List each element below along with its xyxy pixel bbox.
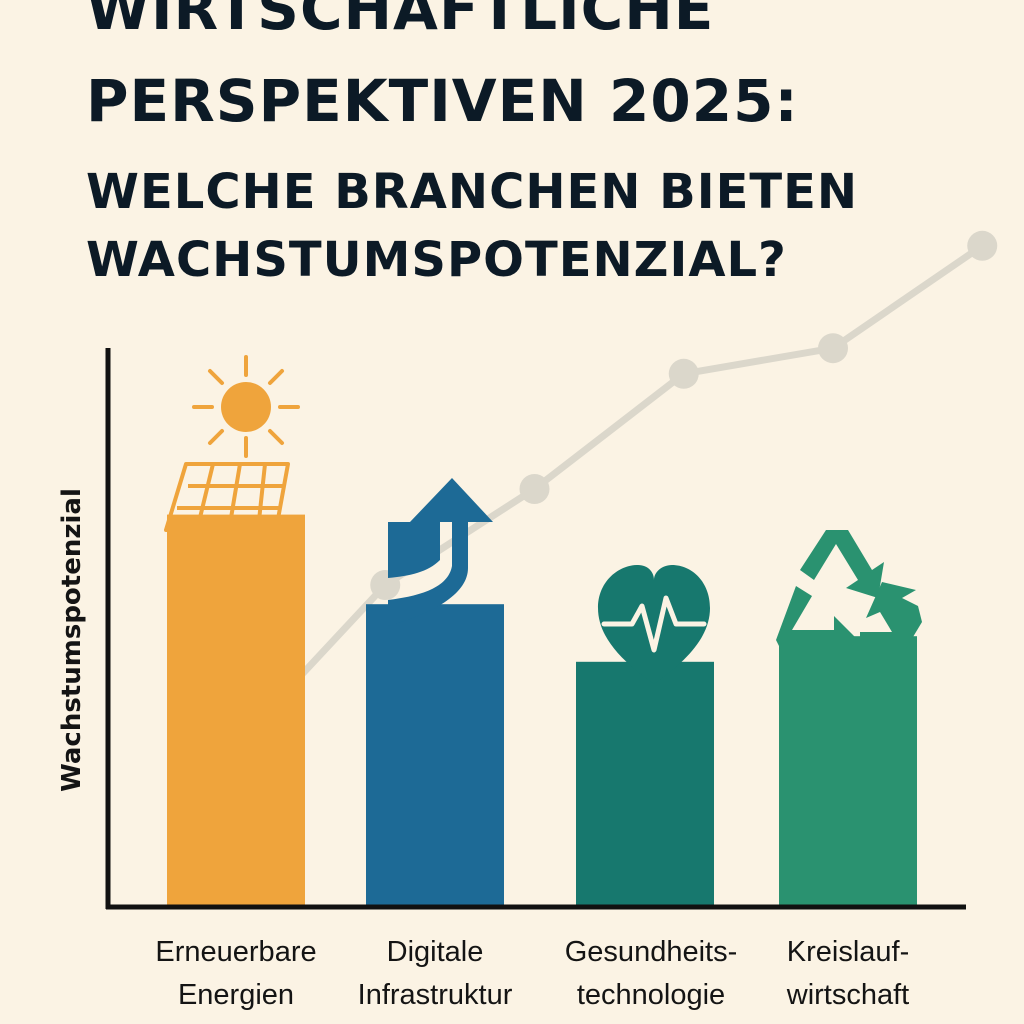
bar-gesundheitstechnologie xyxy=(576,661,714,905)
trend-point xyxy=(967,230,998,261)
bar-digitale-infrastruktur xyxy=(366,604,504,905)
bar-erneuerbare-energien xyxy=(167,514,305,905)
title-line-2: PERSPEKTIVEN 2025: xyxy=(86,67,799,135)
rising-arrow-icon xyxy=(388,478,493,626)
trend-point xyxy=(519,474,550,504)
category-label-digitale-infrastruktur: Infrastruktur xyxy=(358,979,513,1011)
category-label-digitale-infrastruktur: Digitale xyxy=(387,936,484,968)
category-label-kreislaufwirtschaft: Kreislauf- xyxy=(787,936,910,968)
heart-pulse-icon xyxy=(598,565,710,684)
category-label-erneuerbare-energien: Energien xyxy=(178,979,294,1011)
category-labels: Erneuerbare Energien Digitale Infrastruktur… xyxy=(155,936,909,1011)
solar-panel-sun-icon xyxy=(164,355,300,551)
subtitle-line-2: WACHSTUMSPOTENZIAL? xyxy=(86,232,787,288)
subtitle-line-1: WELCHE BRANCHEN BIETEN xyxy=(86,164,859,220)
category-label-kreislaufwirtschaft: wirtschaft xyxy=(786,979,909,1011)
category-label-gesundheitstechnologie: Gesundheits- xyxy=(565,936,738,968)
category-label-gesundheitstechnologie: technologie xyxy=(577,979,725,1011)
title-line-1: WIRTSCHAFTLICHE xyxy=(86,0,715,43)
axes xyxy=(105,348,966,910)
trend-point xyxy=(818,333,848,364)
category-label-erneuerbare-energien: Erneuerbare xyxy=(155,936,316,968)
y-axis-label: Wachstumspotenzial xyxy=(57,488,87,792)
recycle-icon xyxy=(776,530,922,666)
trend-line xyxy=(233,242,985,748)
bar-layer xyxy=(167,514,917,905)
trend-point xyxy=(668,358,699,389)
bar-kreislaufwirtschaft xyxy=(779,636,917,905)
